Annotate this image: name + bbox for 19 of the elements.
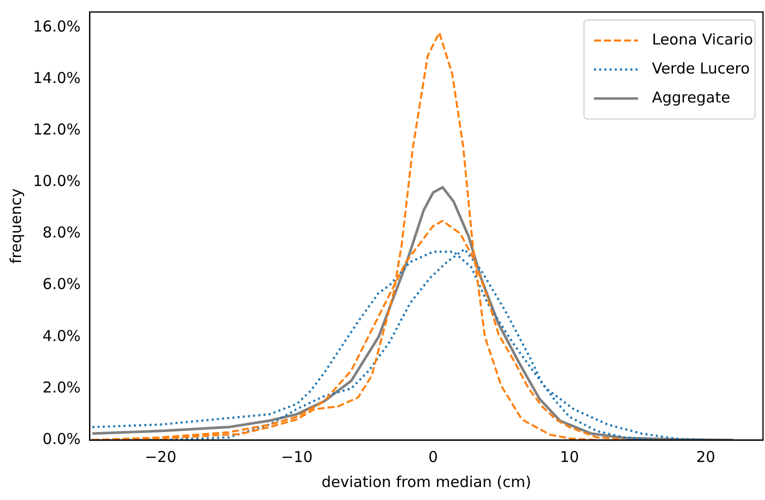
y-tick-label: 0.0%	[42, 430, 81, 448]
y-tick-label: 12.0%	[32, 120, 81, 138]
x-tick-label: 20	[696, 448, 716, 466]
y-tick-label: 8.0%	[42, 224, 81, 242]
legend-label: Leona Vicario	[652, 30, 753, 48]
y-tick-label: 16.0%	[32, 17, 81, 36]
x-tick-label: −10	[281, 448, 313, 466]
legend-label: Verde Lucero	[652, 59, 750, 78]
x-axis-title: deviation from median (cm)	[321, 472, 532, 491]
legend-label: Aggregate	[652, 88, 730, 106]
y-tick-label: 10.0%	[32, 172, 81, 190]
x-tick-label: 0	[428, 448, 438, 466]
y-tick-label: 6.0%	[42, 275, 81, 294]
y-tick-label: 14.0%	[32, 68, 81, 87]
x-tick-label: −20	[144, 448, 176, 466]
y-axis-title: frequency	[6, 188, 25, 264]
y-tick-label: 4.0%	[42, 326, 81, 345]
x-tick-label: 10	[560, 448, 579, 466]
y-tick-label: 2.0%	[42, 378, 81, 396]
